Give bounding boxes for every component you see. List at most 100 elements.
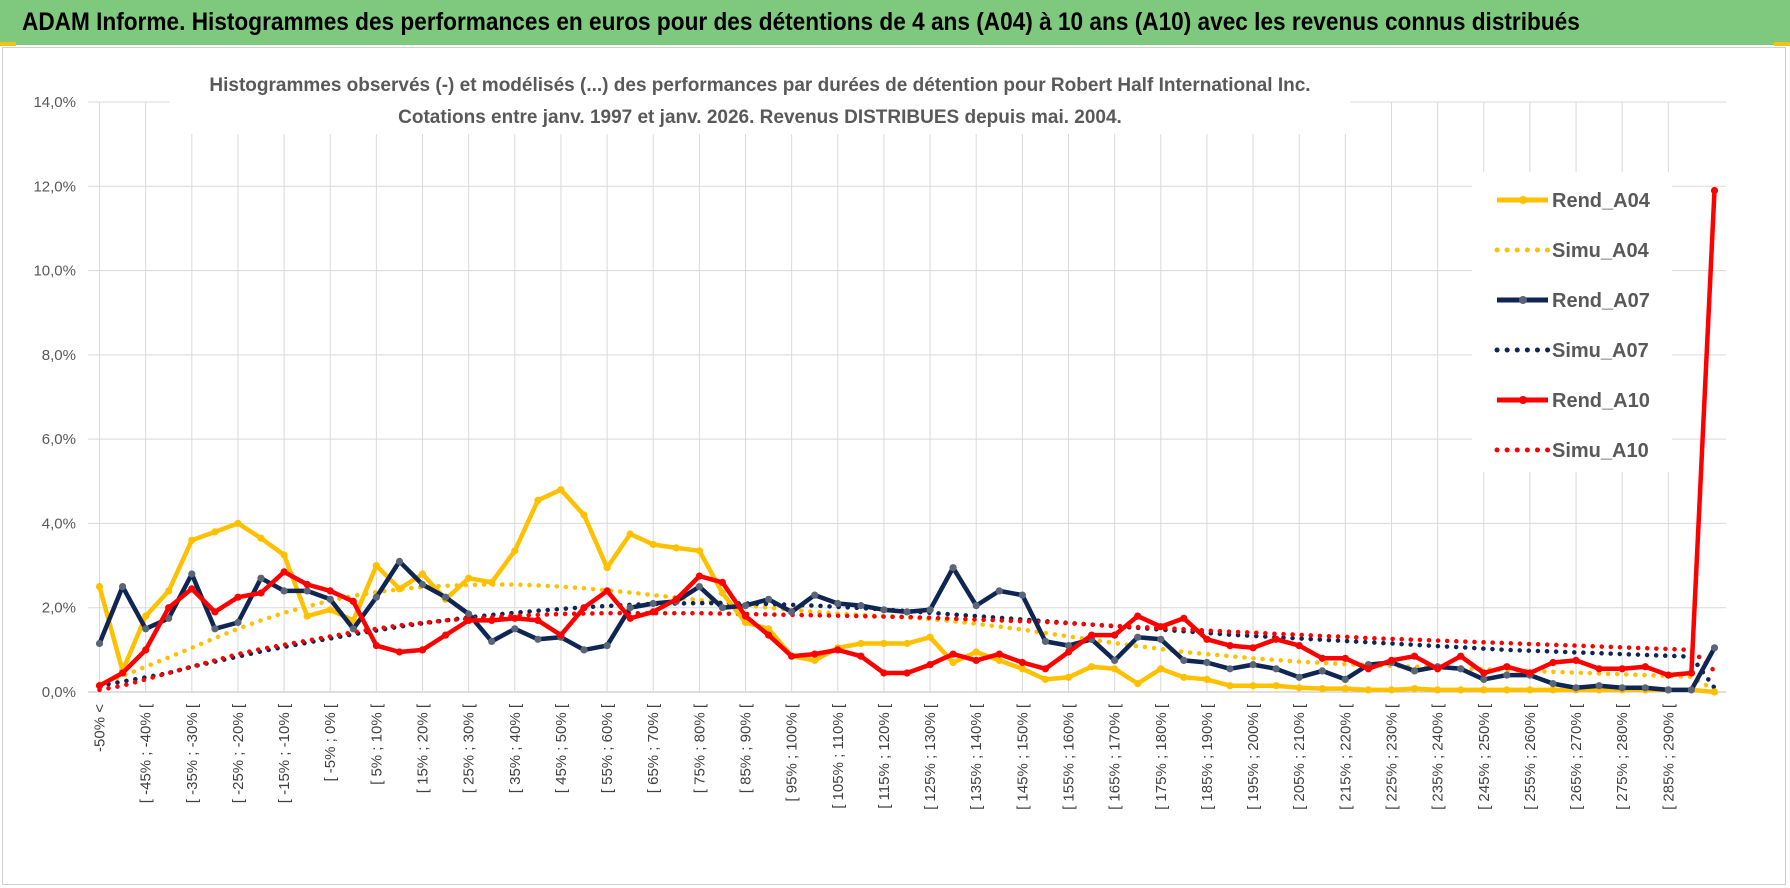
data-point <box>1134 680 1142 688</box>
legend-item-Simu_A04: Simu_A04 <box>1494 240 1650 262</box>
data-point <box>995 650 1003 658</box>
data-point <box>1687 686 1695 694</box>
data-point <box>1018 658 1026 667</box>
data-point <box>695 572 704 580</box>
data-point <box>1526 669 1534 677</box>
data-point <box>741 618 750 627</box>
data-point <box>1226 665 1234 673</box>
y-tick-label: 8,0% <box>42 347 76 364</box>
data-point <box>326 587 334 595</box>
legend-label: Simu_A10 <box>1552 440 1649 462</box>
data-point <box>1618 684 1626 692</box>
data-point <box>1641 663 1649 671</box>
data-point <box>626 614 634 622</box>
x-tick-label: [ 45% ; 50% [ <box>553 703 570 793</box>
data-point <box>1341 675 1349 684</box>
data-point <box>1318 654 1326 662</box>
data-point <box>465 616 473 625</box>
header-corner-right <box>1774 42 1790 46</box>
data-point <box>1249 682 1257 690</box>
data-point <box>1041 637 1049 646</box>
data-point <box>926 606 934 614</box>
x-tick-label: [ 275% ; 280% [ <box>1614 703 1631 810</box>
data-point <box>1272 682 1280 690</box>
data-point <box>1226 642 1234 650</box>
data-point <box>1041 675 1049 684</box>
series-Simu_A10 <box>97 610 1717 693</box>
x-tick-label: [ 245% ; 250% [ <box>1476 703 1493 810</box>
data-point <box>1088 663 1096 671</box>
data-point <box>741 602 750 610</box>
data-point <box>1341 654 1349 662</box>
series-Rend_A10 <box>95 186 1719 690</box>
data-point <box>418 580 427 589</box>
x-tick-label: [ 165% ; 170% [ <box>1107 703 1124 810</box>
data-point <box>1018 591 1026 599</box>
data-point <box>903 669 911 677</box>
data-point <box>695 583 704 591</box>
legend-label: Rend_A10 <box>1552 390 1650 412</box>
data-point <box>903 608 911 616</box>
legend-item-Rend_A10: Rend_A10 <box>1497 390 1650 412</box>
x-tick-label: [ 125% ; 130% [ <box>922 703 939 810</box>
data-point <box>534 616 542 625</box>
data-point <box>395 585 404 593</box>
data-point <box>949 658 957 667</box>
data-point <box>303 587 311 595</box>
data-point <box>1457 665 1465 673</box>
data-point <box>1549 686 1557 694</box>
data-point <box>119 583 127 591</box>
x-tick-label: [ -25% ; -20% [ <box>230 703 247 803</box>
data-point <box>1295 684 1303 692</box>
x-tick-label: [ 175% ; 180% [ <box>1153 703 1170 810</box>
data-point <box>626 604 634 612</box>
data-point <box>1203 675 1211 684</box>
data-point <box>1111 665 1119 673</box>
data-point <box>1480 675 1488 684</box>
data-point <box>511 625 519 633</box>
data-point <box>95 639 104 648</box>
data-point <box>349 597 357 606</box>
data-point <box>949 650 957 658</box>
x-tick-label: [ 255% ; 260% [ <box>1522 703 1539 810</box>
x-tick-label: [ 75% ; 80% [ <box>691 703 708 793</box>
legend-item-Simu_A10: Simu_A10 <box>1494 440 1649 462</box>
subtitle-background <box>170 66 1350 134</box>
data-point <box>1157 623 1165 631</box>
data-point <box>326 595 334 603</box>
data-point <box>1503 671 1511 679</box>
data-point <box>580 646 588 654</box>
legend-marker <box>1519 396 1527 404</box>
y-tick-label: 14,0% <box>33 94 76 111</box>
data-point <box>511 547 519 555</box>
x-tick-label: [ 35% ; 40% [ <box>507 703 524 793</box>
data-point <box>811 591 819 599</box>
data-point <box>1595 665 1603 673</box>
data-point <box>1410 667 1419 675</box>
data-point <box>1364 686 1372 694</box>
data-point <box>880 669 888 677</box>
data-point <box>718 578 727 587</box>
x-tick-label: [ -45% ; -40% [ <box>138 703 155 803</box>
data-point <box>234 618 242 627</box>
data-point <box>1088 631 1096 639</box>
data-point <box>372 562 380 570</box>
data-point <box>626 530 634 538</box>
data-point <box>1249 644 1257 652</box>
data-point <box>765 631 773 639</box>
data-point <box>1503 663 1511 671</box>
legend-item-Rend_A04: Rend_A04 <box>1497 190 1651 212</box>
data-point <box>672 544 680 552</box>
x-tick-label: [ 15% ; 20% [ <box>415 703 432 793</box>
data-point <box>1387 686 1396 694</box>
data-point <box>488 616 496 625</box>
legend-label: Rend_A04 <box>1552 190 1651 212</box>
data-point <box>1041 665 1049 673</box>
x-tick-label: [ 145% ; 150% [ <box>1014 703 1031 810</box>
data-point <box>1572 684 1580 692</box>
x-tick-label: [ 65% ; 70% [ <box>645 703 662 793</box>
data-point <box>1664 671 1672 679</box>
data-point <box>718 589 727 597</box>
data-point <box>580 511 588 519</box>
x-tick-label: [ 115% ; 120% [ <box>876 703 893 809</box>
